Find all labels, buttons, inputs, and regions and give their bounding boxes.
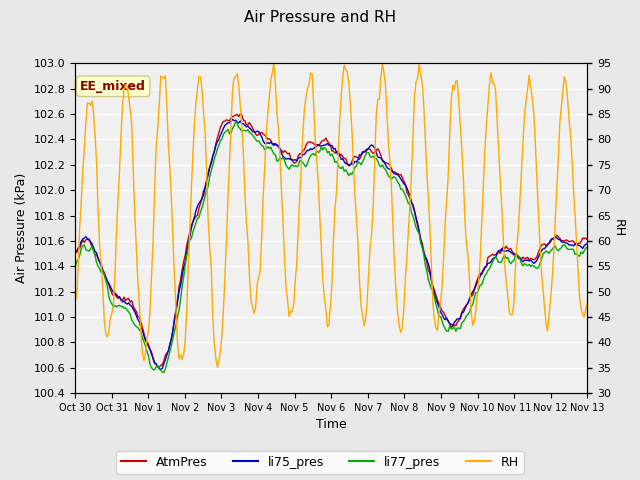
li77_pres [226, 131, 234, 137]
AtmPres [362, 147, 369, 153]
Line: RH: RH [75, 63, 588, 367]
li75_pres [186, 234, 194, 240]
AtmPres [186, 229, 194, 235]
Text: Air Pressure and RH: Air Pressure and RH [244, 10, 396, 24]
AtmPres [493, 252, 501, 257]
li75_pres [157, 367, 164, 372]
li75_pres [226, 120, 234, 126]
RH [184, 262, 192, 268]
RH [214, 364, 221, 370]
Text: EE_mixed: EE_mixed [80, 80, 146, 93]
RH [379, 60, 387, 66]
RH [584, 300, 591, 305]
AtmPres [156, 364, 163, 370]
li75_pres [493, 250, 501, 256]
li75_pres [228, 117, 236, 122]
li75_pres [499, 248, 507, 254]
Line: AtmPres: AtmPres [75, 114, 588, 367]
RH [226, 157, 234, 163]
AtmPres [499, 244, 507, 250]
AtmPres [77, 240, 85, 246]
RH [493, 117, 501, 123]
RH [77, 198, 85, 204]
li77_pres [77, 246, 85, 252]
li75_pres [584, 240, 591, 246]
li77_pres [160, 370, 168, 375]
li77_pres [493, 256, 501, 262]
li75_pres [77, 239, 85, 244]
Line: li75_pres: li75_pres [75, 120, 588, 370]
li77_pres [362, 152, 369, 157]
li77_pres [232, 119, 239, 125]
Line: li77_pres: li77_pres [75, 122, 588, 372]
AtmPres [236, 111, 244, 117]
Legend: AtmPres, li75_pres, li77_pres, RH: AtmPres, li75_pres, li77_pres, RH [116, 451, 524, 474]
Y-axis label: RH: RH [612, 219, 625, 237]
RH [499, 234, 507, 240]
AtmPres [71, 249, 79, 255]
RH [71, 297, 79, 302]
X-axis label: Time: Time [316, 419, 347, 432]
li77_pres [499, 255, 507, 261]
AtmPres [226, 118, 234, 123]
li77_pres [186, 237, 194, 243]
Y-axis label: Air Pressure (kPa): Air Pressure (kPa) [15, 173, 28, 283]
li75_pres [71, 249, 79, 254]
li77_pres [584, 245, 591, 251]
RH [360, 323, 368, 329]
AtmPres [584, 237, 591, 242]
li75_pres [362, 149, 369, 155]
li77_pres [71, 264, 79, 270]
